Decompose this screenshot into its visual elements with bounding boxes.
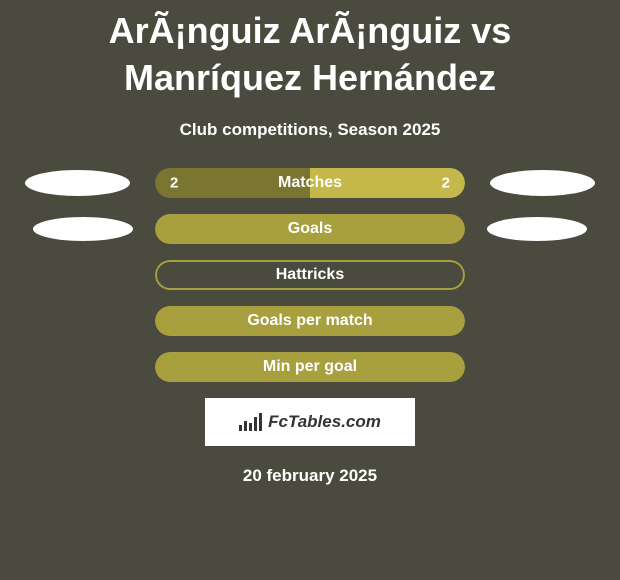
stat-row: Hattricks [0,260,620,290]
stat-label: Matches [278,174,342,192]
subtitle: Club competitions, Season 2025 [0,120,620,140]
stat-bar: Goals [155,214,465,244]
stat-bar: 2 2 Matches [155,168,465,198]
stat-row: Goals per match [0,306,620,336]
stat-value-right: 2 [442,174,450,191]
stat-bar: Goals per match [155,306,465,336]
stat-row: Min per goal [0,352,620,382]
stat-label: Hattricks [276,266,344,284]
ellipse-left [33,217,133,241]
stat-row: Goals [0,214,620,244]
stat-row: 2 2 Matches [0,168,620,198]
stat-value-left: 2 [170,174,178,191]
footer-date: 20 february 2025 [0,466,620,486]
page-title: ArÃ¡nguiz ArÃ¡nguiz vs Manríquez Hernánd… [0,0,620,102]
stat-label: Min per goal [263,358,357,376]
stat-bar: Hattricks [155,260,465,290]
ellipse-right [490,170,595,196]
stat-bar: Min per goal [155,352,465,382]
ellipse-left [25,170,130,196]
stat-label: Goals per match [247,312,372,330]
footer-logo-text: FcTables.com [268,412,381,432]
stats-container: 2 2 Matches Goals Hattricks Goals per match Mi… [0,168,620,382]
footer-logo: FcTables.com [205,398,415,446]
stat-label: Goals [288,220,332,238]
bar-chart-icon [239,413,262,431]
ellipse-right [487,217,587,241]
